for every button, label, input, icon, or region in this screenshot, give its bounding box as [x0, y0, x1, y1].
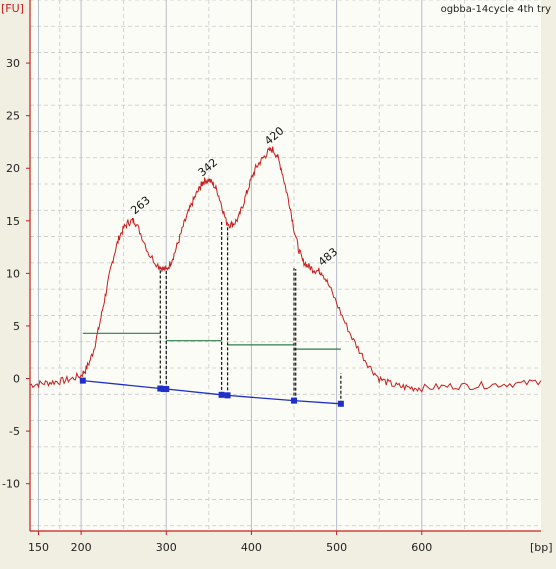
baseline-marker: [157, 385, 164, 392]
y-axis-label: [FU]: [1, 2, 24, 15]
baseline: [79, 377, 344, 407]
axes: [26, 0, 541, 535]
y-tick-label: -5: [9, 425, 20, 438]
x-axis-label: [bp]: [530, 541, 553, 554]
x-tick-label: 600: [411, 541, 432, 554]
trace: [29, 146, 542, 393]
x-tick-label: 400: [241, 541, 262, 554]
y-tick-label: -10: [2, 478, 20, 491]
y-tick-label: 15: [6, 215, 20, 228]
y-tick-label: 30: [6, 57, 20, 70]
x-tick-label: 500: [326, 541, 347, 554]
baseline-marker: [224, 392, 231, 399]
grid: [30, 0, 541, 531]
y-tick-label: 0: [13, 373, 20, 386]
baseline-marker: [337, 400, 344, 407]
peak-cut-lines: [159, 220, 342, 404]
chart-title: ogbba-14cycle 4th try: [441, 4, 551, 15]
x-tick-label: 200: [71, 541, 92, 554]
plot-area: [30, 0, 541, 531]
y-tick-label: 20: [6, 162, 20, 175]
y-tick-label: 25: [6, 110, 20, 123]
x-tick-label: 300: [156, 541, 177, 554]
baseline-marker: [218, 391, 225, 398]
baseline-marker: [163, 386, 170, 393]
integration-regions: [82, 332, 341, 350]
baseline-marker: [291, 397, 298, 404]
x-tick-label: 150: [28, 541, 49, 554]
trace-line: [29, 146, 542, 393]
baseline-marker: [79, 377, 86, 384]
y-tick-label: 5: [13, 320, 20, 333]
y-tick-label: 10: [6, 267, 20, 280]
tick-labels: -10 -5 0 5 10 15 20 25 30 150 200 300 400 500 600: [2, 57, 432, 554]
